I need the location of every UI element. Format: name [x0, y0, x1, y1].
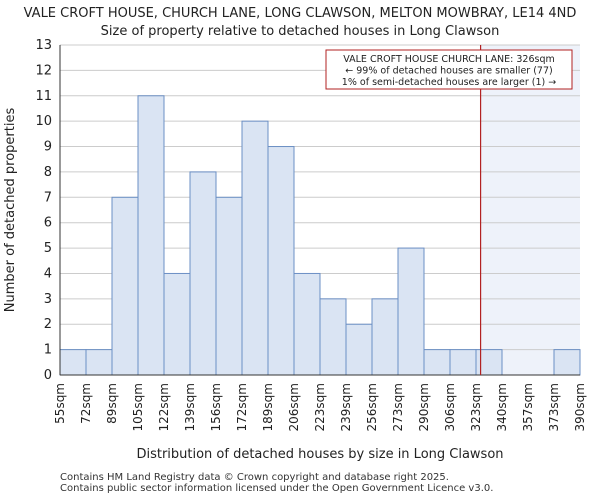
x-tick-label: 290sqm: [417, 383, 431, 431]
chart-subtitle: Size of property relative to detached ho…: [100, 24, 500, 39]
x-tick-label: 223sqm: [313, 383, 327, 431]
x-tick-label: 340sqm: [495, 383, 509, 431]
y-tick-label: 3: [44, 292, 52, 307]
x-tick-label: 357sqm: [521, 383, 535, 431]
y-tick-label: 1: [44, 343, 52, 358]
y-tick-label: 2: [44, 317, 52, 332]
histogram-bar: [397, 247, 425, 376]
y-axis-title: Number of detached properties: [3, 108, 18, 313]
y-tick-label: 8: [44, 165, 52, 180]
x-tick-label: 373sqm: [547, 383, 561, 431]
histogram-bar: [241, 120, 269, 376]
histogram-bar: [215, 196, 243, 376]
histogram-bar: [111, 196, 139, 376]
histogram-bar: [267, 146, 295, 376]
x-tick-label: 390sqm: [573, 383, 587, 431]
histogram-bar: [59, 349, 87, 376]
histogram-bar: [163, 272, 191, 376]
y-tick-label: 9: [44, 140, 52, 155]
x-tick-label: 122sqm: [157, 383, 171, 431]
annotation-box: [325, 49, 573, 90]
annotation-text: ← 99% of detached houses are smaller (77…: [345, 66, 552, 77]
y-tick-label: 0: [44, 368, 52, 383]
x-tick-label: 172sqm: [235, 383, 249, 431]
y-tick-label: 10: [35, 114, 52, 129]
histogram-bar: [371, 298, 399, 376]
y-tick-label: 4: [44, 266, 52, 281]
histogram-bar: [85, 349, 113, 376]
y-tick-label: 11: [35, 89, 52, 104]
histogram-bar: [293, 272, 321, 376]
histogram-bar: [137, 95, 165, 376]
x-tick-label: 306sqm: [443, 383, 457, 431]
footer-copyright: Contains HM Land Registry data © Crown c…: [60, 472, 449, 483]
x-tick-label: 139sqm: [183, 383, 197, 431]
y-tick-label: 13: [35, 38, 52, 53]
y-tick-label: 7: [44, 190, 52, 205]
histogram-bar: [345, 323, 373, 376]
histogram-bar: [553, 349, 581, 376]
x-tick-label: 72sqm: [79, 383, 93, 424]
y-tick-label: 6: [44, 216, 52, 231]
histogram-bar: [189, 171, 217, 376]
histogram-bar: [319, 298, 347, 376]
footer-licence: Contains public sector information licen…: [60, 483, 494, 494]
x-tick-label: 55sqm: [53, 383, 67, 424]
x-tick-label: 323sqm: [469, 383, 483, 431]
y-tick-label: 12: [35, 63, 52, 78]
x-tick-label: 89sqm: [105, 383, 119, 424]
histogram-bar: [423, 349, 451, 376]
annotation-text: 1% of semi-detached houses are larger (1…: [342, 77, 556, 88]
x-axis-title: Distribution of detached houses by size …: [136, 447, 503, 462]
histogram-bar: [475, 349, 503, 376]
x-tick-label: 206sqm: [287, 383, 301, 431]
chart-title: VALE CROFT HOUSE, CHURCH LANE, LONG CLAW…: [23, 6, 577, 21]
x-tick-label: 273sqm: [391, 383, 405, 431]
x-tick-label: 105sqm: [131, 383, 145, 431]
y-tick-label: 5: [44, 241, 52, 256]
x-tick-label: 156sqm: [209, 383, 223, 431]
x-tick-label: 239sqm: [339, 383, 353, 431]
x-tick-label: 256sqm: [365, 383, 379, 431]
highlight-region: [480, 45, 580, 375]
histogram-bar: [449, 349, 477, 376]
annotation-text: VALE CROFT HOUSE CHURCH LANE: 326sqm: [343, 54, 555, 65]
x-tick-label: 189sqm: [261, 383, 275, 431]
